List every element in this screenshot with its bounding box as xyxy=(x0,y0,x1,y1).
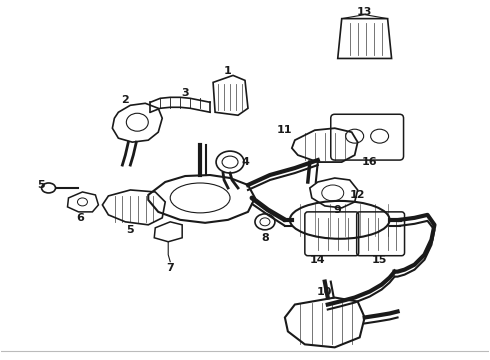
Text: 10: 10 xyxy=(317,287,332,297)
Text: 13: 13 xyxy=(357,6,372,17)
Text: 12: 12 xyxy=(350,190,366,200)
Text: 8: 8 xyxy=(261,233,269,243)
Text: 5: 5 xyxy=(37,180,45,190)
Text: 3: 3 xyxy=(181,88,189,98)
Text: 6: 6 xyxy=(76,213,84,223)
Text: 2: 2 xyxy=(122,95,129,105)
Text: 16: 16 xyxy=(362,157,377,167)
Text: 9: 9 xyxy=(334,205,342,215)
Text: 11: 11 xyxy=(277,125,293,135)
Text: 4: 4 xyxy=(241,157,249,167)
Text: 5: 5 xyxy=(126,225,134,235)
Text: 1: 1 xyxy=(224,67,232,76)
Text: 7: 7 xyxy=(166,263,174,273)
Text: 15: 15 xyxy=(372,255,387,265)
Text: 14: 14 xyxy=(310,255,326,265)
